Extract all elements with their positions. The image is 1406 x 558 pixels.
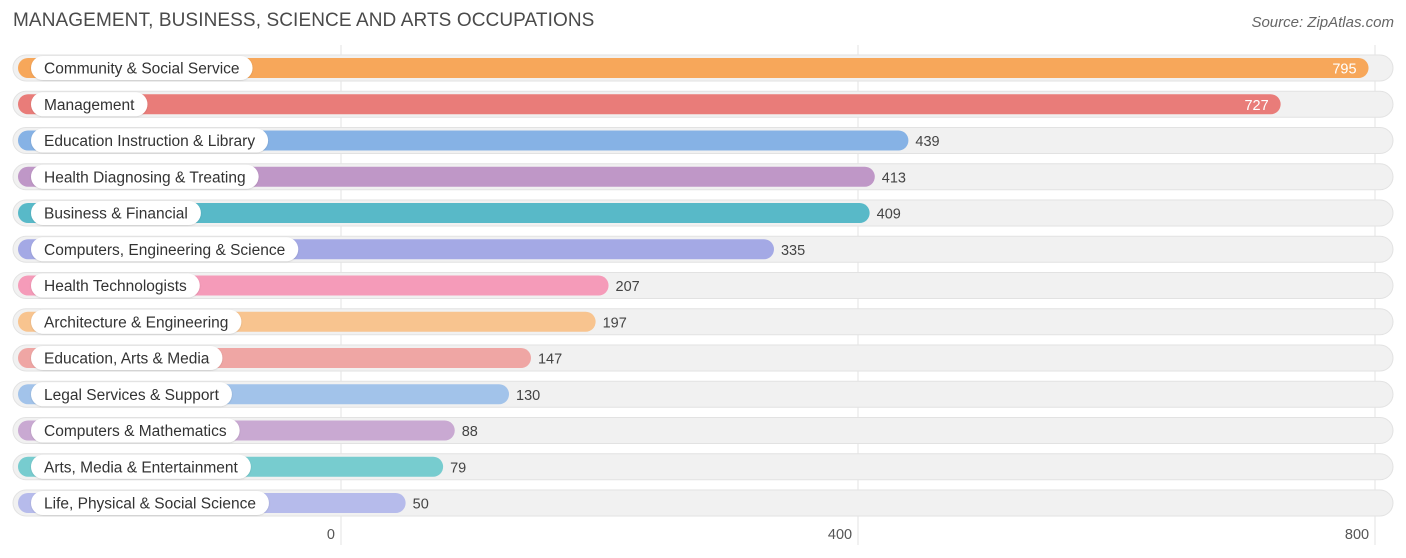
- category-label-pill: [31, 201, 201, 225]
- bar-row: Computers & Mathematics 88: [12, 417, 1394, 444]
- bar-row: Computers, Engineering & Science 335: [12, 235, 1394, 263]
- bar-row: Management 727: [12, 90, 1394, 118]
- category-label-pill: [31, 164, 259, 189]
- bar-row: Health Technologists 207: [12, 272, 1394, 299]
- category-label-pill: [31, 237, 299, 262]
- bar-row: Business & Financial 409: [12, 199, 1394, 227]
- bar-row: Education, Arts & Media 147: [12, 344, 1394, 372]
- category-label-pill: [31, 454, 251, 479]
- category-label-pill: [31, 92, 148, 117]
- category-label-pill: [31, 346, 223, 370]
- value-label: 79: [450, 460, 466, 476]
- bar-rows: Community & Social Service 795 Management 7…: [12, 54, 1394, 517]
- chart-title: MANAGEMENT, BUSINESS, SCIENCE AND ARTS O…: [13, 10, 595, 31]
- category-label: Architecture & Engineering: [44, 314, 228, 331]
- category-label-pill: [31, 382, 232, 407]
- category-label: Education, Arts & Media: [44, 351, 210, 368]
- category-label: Arts, Media & Entertainment: [44, 459, 239, 476]
- category-label: Business & Financial: [44, 206, 188, 223]
- value-label: 197: [603, 315, 627, 331]
- value-label: 727: [1244, 98, 1268, 114]
- value-label: 335: [781, 243, 805, 259]
- category-label: Education Instruction & Library: [44, 133, 255, 150]
- bar-row: Arts, Media & Entertainment 79: [12, 453, 1394, 481]
- bar-row: Community & Social Service 795: [12, 54, 1394, 82]
- bar: [18, 58, 1369, 78]
- value-label: 439: [915, 134, 939, 150]
- value-label: 147: [538, 352, 562, 368]
- category-label: Legal Services & Support: [44, 387, 220, 404]
- value-label: 795: [1332, 62, 1356, 78]
- x-tick-label: 400: [828, 527, 852, 543]
- x-tick-label: 0: [327, 527, 335, 543]
- category-label: Computers, Engineering & Science: [44, 242, 285, 259]
- category-label-pill: [31, 491, 269, 515]
- value-label: 130: [516, 388, 540, 404]
- category-label: Management: [44, 97, 135, 114]
- value-label: 207: [616, 279, 640, 295]
- source-label: Source: ZipAtlas.com: [1251, 14, 1394, 31]
- bar-row: Legal Services & Support 130: [12, 380, 1394, 408]
- value-label: 413: [882, 170, 906, 186]
- category-label: Computers & Mathematics: [44, 423, 227, 440]
- category-label-pill: [31, 56, 253, 80]
- bar-row: Life, Physical & Social Science 50: [12, 489, 1394, 517]
- bar-row: Education Instruction & Library 439: [12, 127, 1394, 154]
- category-label-pill: [31, 309, 242, 334]
- bar: [18, 203, 870, 223]
- category-label: Health Diagnosing & Treating: [44, 169, 246, 186]
- bar-row: Architecture & Engineering 197: [12, 308, 1394, 336]
- bar: [18, 94, 1281, 115]
- category-label-pill: [31, 418, 240, 443]
- category-label-pill: [31, 273, 200, 298]
- category-label: Life, Physical & Social Science: [44, 496, 256, 513]
- category-label: Community & Social Service: [44, 61, 240, 78]
- value-label: 88: [462, 424, 478, 440]
- value-label: 409: [877, 207, 901, 223]
- x-axis: 0 400 800: [327, 527, 1369, 543]
- x-tick-label: 800: [1345, 527, 1369, 543]
- category-label-pill: [31, 128, 269, 153]
- bar-row: Health Diagnosing & Treating 413: [12, 163, 1394, 191]
- value-label: 50: [413, 497, 429, 513]
- category-label: Health Technologists: [44, 278, 187, 295]
